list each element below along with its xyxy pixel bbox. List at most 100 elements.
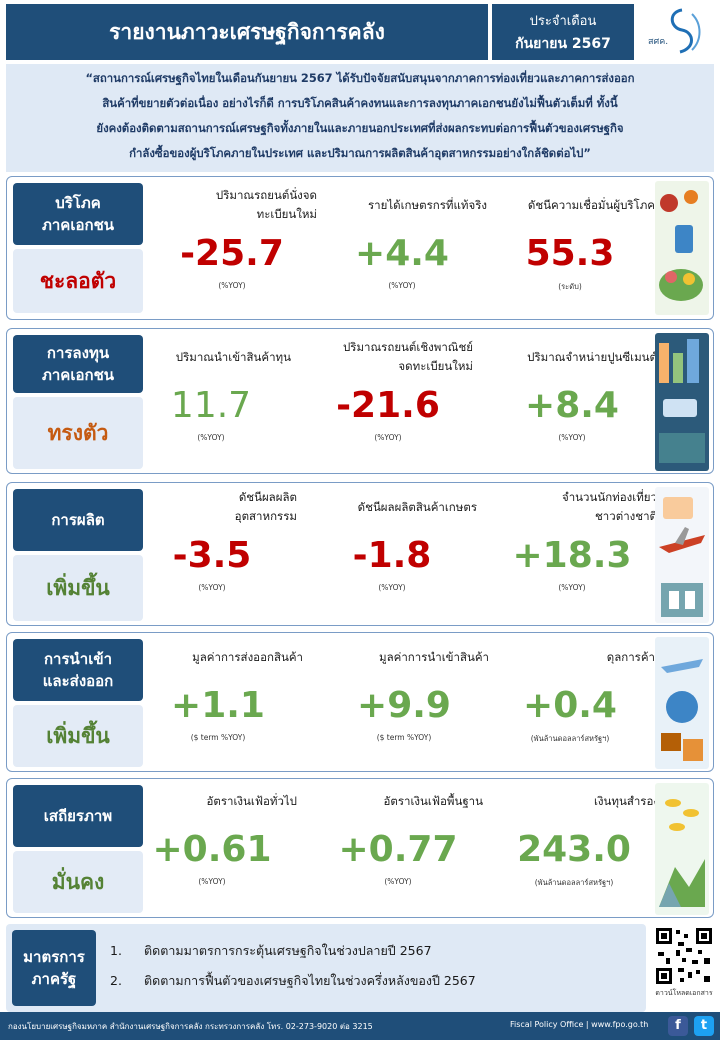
report-title: รายงานภาวะเศรษฐกิจการคลัง [6, 4, 488, 60]
indicator-label: จำนวนนักท่องเที่ยว ชาวต่างชาติ [561, 490, 657, 523]
indicator-unit: (%YOY) [198, 877, 226, 886]
category-line: การลงทุน [46, 344, 110, 362]
indicator-value: +8.4 [525, 385, 619, 426]
section-stability: เสถียรภาพ มั่นคง อัตราเงินเฟ้อทั่วไป +0.… [6, 778, 714, 918]
list-item: 2. ติดตามการฟื้นตัวของเศรษฐกิจไทยในช่วงคร… [110, 966, 476, 996]
indicator-unit: (%YOY) [374, 433, 402, 442]
section-production: การผลิต เพิ่มขึ้น ดัชนีผลผลิต อุตสาหกรรม … [6, 482, 714, 626]
section-status: ชะลอตัว [13, 249, 143, 313]
footer: กองนโยบายเศรษฐกิจมหภาค สำนักงานเศรษฐกิจก… [0, 1012, 720, 1040]
category-line: บริโภค [55, 194, 101, 212]
section-category: เสถียรภาพ [13, 785, 143, 847]
indicator-unit: (พันล้านดอลลาร์สหรัฐฯ) [534, 878, 614, 887]
logo-text: สศค. [648, 37, 668, 47]
section-status: ทรงตัว [13, 397, 143, 469]
indicator: ดุลการค้า +0.4 (พันล้านดอลลาร์สหรัฐฯ) [485, 637, 655, 745]
indicator: เงินทุนสำรอง 243.0 (พันล้านดอลลาร์สหรัฐฯ… [489, 781, 659, 889]
indicator-label: มูลค่าการส่งออกสินค้า [192, 649, 303, 664]
indicator: ดัชนีผลผลิต อุตสาหกรรม -3.5 (%YOY) [127, 487, 297, 592]
indicator-unit: (%YOY) [198, 583, 226, 592]
category-line: และส่งออก [42, 672, 114, 690]
header: รายงานภาวะเศรษฐกิจการคลัง ประจำเดือน กัน… [6, 4, 714, 60]
indicator-label: ปริมาณจำหน่ายปูนซีเมนต์ [527, 349, 657, 364]
indicator-value: -1.8 [352, 535, 432, 576]
footer-website[interactable]: Fiscal Policy Office | www.fpo.go.th [510, 1020, 649, 1029]
summary-line: ยังคงต้องติดตามสถานการณ์เศรษฐกิจทั้งภายใ… [96, 121, 624, 135]
summary-line: กำลังซื้อของผู้บริโภคภายในประเทศ และปริม… [129, 146, 591, 160]
twitter-icon[interactable]: t [694, 1016, 714, 1036]
indicator-value: +9.9 [357, 685, 451, 726]
category-line: ภาคเอกชน [42, 366, 114, 384]
indicator-label: ดัชนีผลผลิต อุตสาหกรรม [234, 490, 297, 523]
qr-caption: ดาวน์โหลดเอกสาร [655, 989, 713, 997]
footer-contact: กองนโยบายเศรษฐกิจมหภาค สำนักงานเศรษฐกิจก… [8, 1022, 373, 1031]
item-number: 1. [110, 943, 122, 958]
indicator-value: +4.4 [355, 233, 449, 274]
indicator-unit: (ระดับ) [558, 282, 582, 291]
category-line: มาตรการ [23, 948, 85, 966]
qr-code-icon[interactable] [654, 926, 714, 986]
category-line: การผลิต [51, 511, 105, 529]
indicator-unit: (พันล้านดอลลาร์สหรัฐฯ) [530, 734, 610, 743]
indicator-value: +18.3 [512, 535, 632, 576]
indicator-label: รายได้เกษตรกรที่แท้จริง [368, 197, 487, 212]
item-number: 2. [110, 973, 122, 988]
indicator-unit: (%YOY) [558, 433, 586, 442]
indicator-unit: (%YOY) [197, 433, 225, 442]
indicator-value: -21.6 [336, 385, 440, 426]
measures-category: มาตรการ ภาครัฐ [12, 930, 96, 1006]
indicator-value: +0.4 [523, 685, 617, 726]
indicator-value: +1.1 [171, 685, 265, 726]
industry-icon [655, 333, 709, 471]
indicator-unit: (%YOY) [388, 281, 416, 290]
section-category: บริโภค ภาคเอกชน [13, 183, 143, 245]
indicator-label: ดัชนีผลผลิตสินค้าเกษตร [357, 499, 477, 514]
measures-list: 1. ติดตามมาตรการกระตุ้นเศรษฐกิจในช่วงปลาย… [110, 936, 476, 996]
section-category: การนำเข้า และส่งออก [13, 639, 143, 701]
indicator-label: ดัชนีความเชื่อมั่นผู้บริโภค [527, 197, 655, 212]
section-status: มั่นคง [13, 851, 143, 913]
section-category: การลงทุน ภาคเอกชน [13, 335, 143, 393]
indicator-unit: (%YOY) [558, 583, 586, 592]
item-text: ติดตามมาตรการกระตุ้นเศรษฐกิจในช่วงปลายปี… [144, 943, 432, 958]
indicator-value: 243.0 [517, 829, 631, 870]
month-label: ประจำเดือน [529, 13, 597, 29]
indicator: ดัชนีผลผลิตสินค้าเกษตร -1.8 (%YOY) [307, 487, 477, 593]
indicator-unit: ($ term %YOY) [190, 733, 246, 742]
indicator-value: 55.3 [525, 233, 615, 274]
summary-line: สินค้าที่ขยายตัวต่อเนื่อง อย่างไรก็ดี กา… [102, 96, 618, 110]
indicator-label: มูลค่าการนำเข้าสินค้า [379, 649, 489, 664]
section-status: เพิ่มขึ้น [13, 705, 143, 767]
indicator: ปริมาณจำหน่ายปูนซีเมนต์ +8.4 (%YOY) [487, 337, 657, 443]
indicator-value: -25.7 [180, 233, 284, 274]
indicator-unit: (%YOY) [218, 281, 246, 290]
section-status: เพิ่มขึ้น [13, 555, 143, 621]
category-line: ภาครัฐ [31, 970, 77, 988]
indicator-unit: (%YOY) [384, 877, 412, 886]
indicator: ปริมาณรถยนต์เชิงพาณิชย์ จดทะเบียนใหม่ -21… [303, 337, 473, 442]
section-private-investment: การลงทุน ภาคเอกชน ทรงตัว ปริมาณนำเข้าสิน… [6, 328, 714, 474]
indicator-unit: (%YOY) [378, 583, 406, 592]
indicator: จำนวนนักท่องเที่ยว ชาวต่างชาติ +18.3 (%YO… [487, 487, 658, 592]
indicator-label: ปริมาณนำเข้าสินค้าทุน [175, 349, 291, 364]
facebook-icon[interactable]: f [668, 1016, 688, 1036]
indicator: อัตราเงินเฟ้อทั่วไป +0.61 (%YOY) [127, 781, 298, 887]
month-value: กันยายน 2567 [515, 35, 611, 52]
indicator: มูลค่าการส่งออกสินค้า +1.1 ($ term %YOY) [133, 637, 303, 743]
money-icon [655, 783, 709, 915]
travel-icon [655, 487, 709, 623]
indicator: รายได้เกษตรกรที่แท้จริง +4.4 (%YOY) [317, 185, 487, 291]
indicator-value: -3.5 [172, 535, 252, 576]
indicator-value: +0.77 [338, 829, 458, 870]
indicator-label: เงินทุนสำรอง [593, 793, 659, 808]
indicator: ดัชนีความเชื่อมั่นผู้บริโภค 55.3 (ระดับ) [485, 185, 655, 293]
category-line: การนำเข้า [43, 650, 113, 668]
list-item: 1. ติดตามมาตรการกระตุ้นเศรษฐกิจในช่วงปลาย… [110, 936, 476, 966]
indicator-label: อัตราเงินเฟ้อพื้นฐาน [383, 793, 483, 808]
indicator: มูลค่าการนำเข้าสินค้า +9.9 ($ term %YOY) [319, 637, 489, 743]
category-line: ภาคเอกชน [42, 216, 114, 234]
month-box: ประจำเดือน กันยายน 2567 [492, 4, 634, 60]
summary: “สถานการณ์เศรษฐกิจไทยในเดือนกันยายน 2567… [6, 64, 714, 172]
indicator: อัตราเงินเฟ้อพื้นฐาน +0.77 (%YOY) [313, 781, 484, 887]
